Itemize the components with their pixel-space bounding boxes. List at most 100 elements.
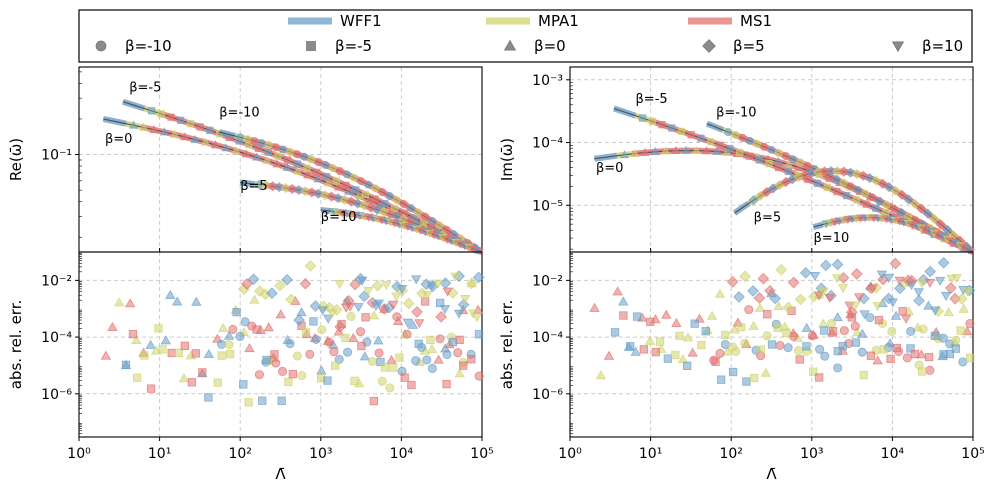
legend-label-wff1: WFF1 (340, 12, 382, 30)
data-marker (286, 147, 295, 156)
data-marker (341, 333, 350, 343)
data-marker (240, 317, 250, 327)
panel-bottom-left: 10⁻⁶ 10⁻⁴ 10⁻² 10⁰ 10¹ 10² 10³ 10⁴ 10⁵ Λ̄ abs. rel… (7, 251, 494, 483)
data-marker (818, 318, 829, 328)
y-tick-label: 10⁻⁶ (41, 387, 72, 403)
data-marker (966, 353, 975, 363)
x-tick-label: 10² (228, 446, 251, 462)
data-marker (435, 334, 445, 344)
data-marker (589, 302, 600, 312)
data-marker (216, 339, 227, 349)
data-marker (178, 373, 190, 383)
y-tick-label: 10⁻² (41, 273, 72, 289)
legend-label-beta: β=-5 (335, 37, 372, 55)
data-marker (922, 208, 933, 219)
data-marker (292, 351, 302, 361)
data-marker (174, 348, 184, 357)
data-marker (745, 136, 754, 145)
x-tick-label: 10⁴ (881, 446, 905, 462)
data-marker (851, 338, 861, 347)
data-marker (769, 292, 781, 305)
data-marker (644, 335, 656, 345)
data-marker (618, 296, 629, 306)
data-marker (293, 150, 302, 159)
data-marker (186, 119, 195, 128)
data-marker (343, 347, 353, 357)
data-marker (619, 311, 628, 320)
data-marker (314, 158, 323, 167)
data-marker (180, 341, 189, 350)
data-marker (894, 276, 905, 286)
data-marker (838, 341, 847, 351)
x-tick-label: 10¹ (639, 446, 662, 462)
data-marker (671, 350, 680, 360)
data-marker (252, 325, 261, 334)
data-marker (373, 335, 384, 345)
data-marker (917, 367, 927, 376)
data-marker (745, 152, 754, 160)
data-marker (846, 182, 855, 191)
data-marker (632, 312, 642, 321)
data-marker (322, 173, 331, 181)
data-marker (285, 293, 297, 306)
data-marker (859, 370, 868, 380)
data-marker (630, 148, 640, 157)
data-marker (886, 354, 895, 364)
data-marker (795, 355, 804, 364)
data-marker (794, 293, 807, 306)
data-marker (691, 145, 701, 154)
data-marker (961, 326, 973, 336)
data-marker (747, 285, 759, 297)
data-marker (733, 291, 745, 303)
data-marker (687, 347, 698, 357)
data-marker (244, 342, 255, 353)
data-marker (270, 350, 279, 359)
data-marker (748, 320, 759, 330)
data-marker (833, 187, 841, 196)
series-annotation: β=0 (105, 132, 132, 147)
data-marker (924, 352, 934, 362)
data-marker (716, 141, 724, 149)
data-marker (820, 351, 830, 361)
data-marker (815, 344, 825, 354)
data-marker (364, 180, 373, 189)
data-marker (411, 306, 423, 318)
data-marker (232, 307, 241, 317)
legend-marker-square (306, 41, 316, 51)
data-marker (352, 186, 360, 194)
data-marker (392, 312, 402, 322)
data-marker (619, 150, 630, 159)
data-marker (726, 145, 734, 153)
data-marker (344, 302, 356, 312)
data-marker (894, 282, 906, 295)
data-marker (472, 271, 485, 284)
data-marker (883, 273, 895, 283)
data-marker (381, 281, 392, 291)
data-marker (346, 196, 357, 207)
data-marker (414, 339, 423, 349)
data-marker (739, 270, 751, 283)
data-marker (714, 288, 726, 298)
data-marker (422, 355, 432, 365)
data-marker (756, 345, 766, 354)
data-marker (368, 310, 380, 320)
data-marker (121, 360, 131, 369)
axes-frame (78, 251, 483, 438)
data-marker (775, 340, 785, 351)
data-marker (349, 278, 361, 291)
data-marker (436, 298, 445, 308)
data-marker (323, 314, 334, 324)
data-marker (361, 313, 370, 322)
data-marker (474, 371, 484, 381)
data-marker (385, 383, 395, 393)
data-marker (371, 184, 380, 193)
data-marker (729, 324, 740, 334)
data-marker (956, 293, 968, 305)
data-marker (284, 377, 293, 387)
legend-marker-diamond (702, 39, 716, 53)
series-annotation: β=10 (814, 231, 850, 246)
data-marker (278, 145, 287, 154)
data-marker (426, 335, 435, 345)
series-annotation: β=0 (596, 161, 623, 176)
data-marker (128, 329, 138, 339)
